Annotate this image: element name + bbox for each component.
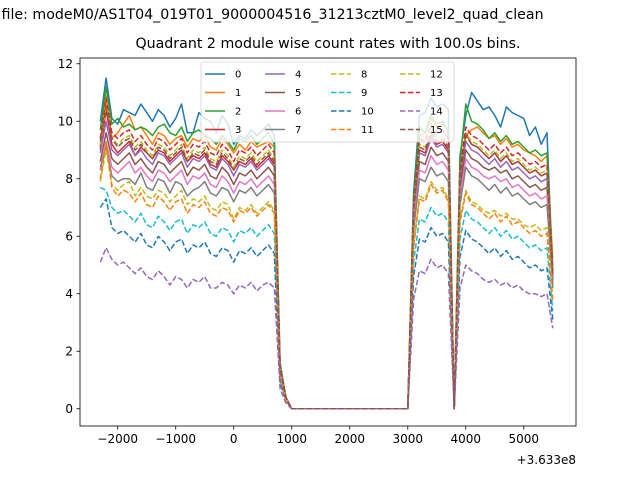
legend-label-3: 3 xyxy=(235,125,241,136)
legend-label-10: 10 xyxy=(361,107,374,118)
series-line-8 xyxy=(99,149,554,410)
series-line-4 xyxy=(99,120,554,410)
chart-title: Quadrant 2 module wise count rates with … xyxy=(135,36,521,52)
legend-label-6: 6 xyxy=(295,107,301,118)
series-line-1 xyxy=(99,94,554,410)
x-tick-label: 2000 xyxy=(334,432,365,446)
legend-label-15: 15 xyxy=(430,125,443,136)
y-axis: 0 2 4 6 8 10 12 xyxy=(58,57,80,416)
legend-label-8: 8 xyxy=(361,70,367,81)
x-tick-label: 3000 xyxy=(392,432,423,446)
series-line-12 xyxy=(99,103,554,410)
x-tick-label: 5000 xyxy=(509,432,540,446)
y-tick-label: 12 xyxy=(58,57,73,71)
series-line-3 xyxy=(99,108,554,410)
series-line-15 xyxy=(99,106,554,410)
legend-label-4: 4 xyxy=(295,70,301,81)
series-layer xyxy=(99,77,554,410)
y-tick-label: 6 xyxy=(65,229,73,243)
series-line-7 xyxy=(99,146,554,410)
series-line-5 xyxy=(99,132,554,410)
y-tick-label: 4 xyxy=(65,287,73,301)
x-tick-label: −2000 xyxy=(97,432,138,446)
x-tick-label: −1000 xyxy=(155,432,196,446)
x-offset-label: +3.633e8 xyxy=(517,453,576,467)
legend-label-0: 0 xyxy=(235,70,241,81)
series-line-6 xyxy=(99,140,554,410)
figure-suptitle: n file: modeM0/AS1T04_019T01_9000004516_… xyxy=(0,7,544,23)
legend-label-14: 14 xyxy=(430,107,443,118)
series-line-9 xyxy=(99,186,554,410)
plot-frame xyxy=(79,57,577,427)
legend-label-9: 9 xyxy=(361,88,367,99)
x-tick-label: 1000 xyxy=(276,432,307,446)
series-line-13 xyxy=(99,97,554,410)
y-tick-label: 2 xyxy=(65,344,73,358)
x-tick-label: 0 xyxy=(230,432,238,446)
legend-label-7: 7 xyxy=(295,125,301,136)
x-axis: −2000 −1000 0 1000 2000 3000 4000 5000 xyxy=(97,426,539,446)
series-line-11 xyxy=(99,140,554,410)
legend-label-1: 1 xyxy=(235,88,241,99)
legend-box xyxy=(200,61,455,143)
x-tick-label: 4000 xyxy=(451,432,482,446)
y-tick-label: 8 xyxy=(65,172,73,186)
legend-label-2: 2 xyxy=(235,107,241,118)
legend-label-11: 11 xyxy=(361,125,374,136)
legend-label-13: 13 xyxy=(430,88,443,99)
legend-label-12: 12 xyxy=(430,70,443,81)
legend-label-5: 5 xyxy=(295,88,301,99)
y-tick-label: 10 xyxy=(58,114,73,128)
series-line-14 xyxy=(99,247,554,410)
y-tick-label: 0 xyxy=(65,402,73,416)
